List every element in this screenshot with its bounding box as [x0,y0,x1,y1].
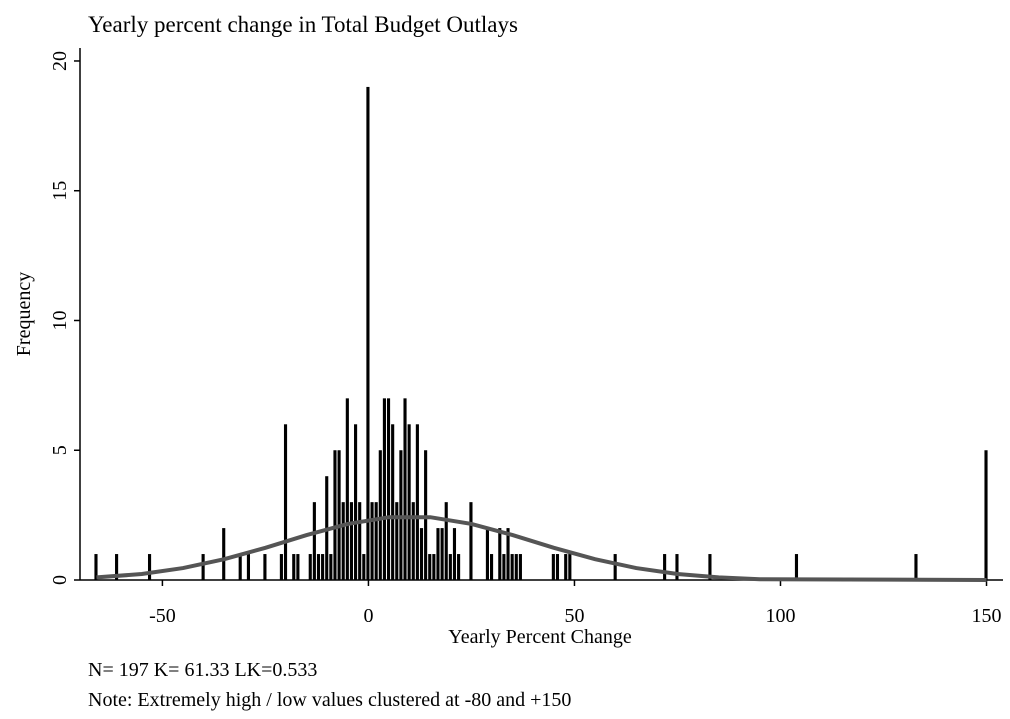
bar [444,502,448,580]
x-tick-label: 100 [765,605,795,627]
y-tick-label: 0 [49,575,71,585]
bar [283,424,288,580]
density-curve [96,515,987,582]
bar [510,554,514,580]
bar [663,554,667,580]
x-tick-label: 50 [564,605,584,627]
bar [341,502,345,580]
bar [115,554,119,580]
bar [366,86,370,581]
bar [568,554,572,580]
bar [391,424,395,580]
x-tick-label: 150 [972,605,1002,627]
bar [378,450,382,580]
bar [432,554,436,580]
x-tick-label: -50 [149,605,176,627]
x-axis-label: Yearly Percent Change [448,626,632,648]
bar [238,554,242,580]
bar [794,554,799,580]
bar [436,528,440,580]
bar [440,528,444,580]
y-tick-label: 20 [49,51,71,71]
bar [222,528,226,580]
bar [469,502,473,580]
bar [403,398,407,580]
bar [489,554,494,580]
y-axis-label: Frequency [13,272,35,356]
bar [308,554,312,580]
bar [358,502,362,580]
bar [428,554,432,580]
bar [415,424,419,580]
bar [419,528,424,580]
bar [564,554,568,580]
bar [349,502,354,580]
bar [386,398,391,580]
bar [382,398,386,580]
bar [448,554,452,580]
bar [374,502,378,580]
bar [984,450,988,580]
bar [94,554,98,580]
bar [555,554,560,580]
bar [147,554,152,580]
bar [613,554,617,580]
bar [337,450,341,580]
bar [246,554,251,580]
bar [370,502,374,580]
bar [201,554,205,580]
bar [345,398,349,580]
bar [333,450,337,580]
bar [279,554,283,580]
bar [551,554,555,580]
bar [399,450,403,580]
bar [321,554,325,580]
bar [296,554,300,580]
bar [452,528,457,580]
bar [263,554,267,580]
bar [457,554,461,580]
bar [502,554,506,580]
bar [362,554,366,580]
bar [354,424,358,580]
bar [675,554,679,580]
bar [316,554,321,580]
bar [514,554,518,580]
bar [506,528,510,580]
bar [708,554,712,580]
bar [292,554,296,580]
y-tick-label: 10 [49,310,71,330]
bar [395,502,399,580]
x-tick-label: 0 [363,605,373,627]
bar [914,554,918,580]
bar [498,528,502,580]
bar [411,502,415,580]
bar [518,554,522,580]
bar [407,424,411,580]
chart-title: Yearly percent change in Total Budget Ou… [88,12,518,37]
bar [485,528,489,580]
bar [312,502,316,580]
y-tick-label: 5 [49,445,71,455]
bar [329,554,333,580]
y-tick-label: 15 [49,181,71,201]
note: N= 197 K= 61.33 LK=0.533 [88,659,317,681]
bar [424,450,428,580]
note: Note: Extremely high / low values cluste… [88,689,571,711]
